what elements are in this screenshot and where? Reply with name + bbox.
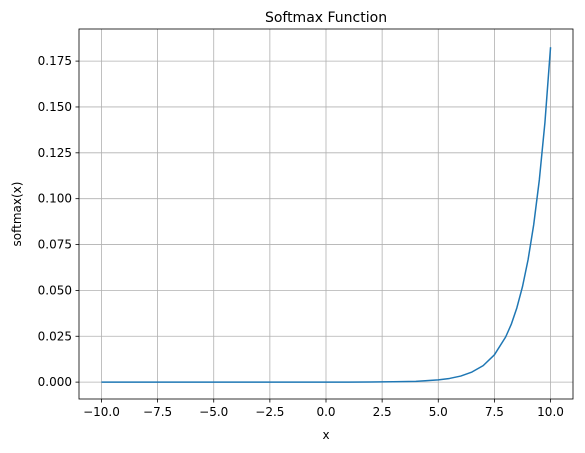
- x-axis-label: x: [322, 428, 329, 442]
- x-axis-ticks: −10.0 −7.5 −5.0 −2.5 0.0 2.5 5.0 7.5 10.0: [83, 399, 564, 419]
- x-tick-label: 5.0: [429, 405, 448, 419]
- y-tick-label: 0.050: [38, 283, 72, 297]
- x-tick-label: −5.0: [199, 405, 228, 419]
- series-line: [101, 47, 552, 383]
- x-tick-label: −10.0: [83, 405, 120, 419]
- x-tick-label: −2.5: [255, 405, 284, 419]
- series-layer: [101, 47, 552, 383]
- y-axis-label: softmax(x): [10, 182, 24, 247]
- x-tick-label: −7.5: [143, 405, 172, 419]
- y-tick-label: 0.125: [38, 146, 72, 160]
- y-tick-label: 0.075: [38, 238, 72, 252]
- y-tick-label: 0.025: [38, 329, 72, 343]
- x-tick-label: 0.0: [316, 405, 335, 419]
- y-tick-label: 0.175: [38, 54, 72, 68]
- x-tick-label: 2.5: [373, 405, 392, 419]
- y-tick-label: 0.100: [38, 192, 72, 206]
- x-tick-label: 7.5: [485, 405, 504, 419]
- y-tick-label: 0.000: [38, 375, 72, 389]
- chart-title: Softmax Function: [265, 10, 387, 26]
- x-tick-label: 10.0: [537, 405, 564, 419]
- y-axis-ticks: 0.000 0.025 0.050 0.075 0.100 0.125 0.150 0.175: [38, 54, 79, 389]
- y-tick-label: 0.150: [38, 100, 72, 114]
- grid: [79, 29, 573, 399]
